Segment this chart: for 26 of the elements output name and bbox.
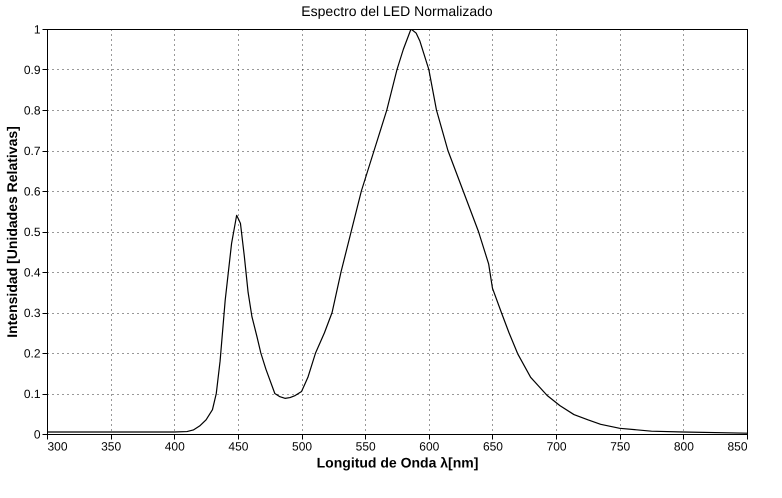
y-tick-label: 0 [34, 428, 41, 442]
y-tick-label: 0.2 [24, 346, 41, 360]
x-tick-label: 300 [48, 440, 68, 454]
y-tick-label: 0.9 [24, 63, 41, 77]
x-tick-label: 400 [164, 440, 186, 454]
x-tick-label: 450 [228, 440, 249, 454]
x-tick-label: 350 [101, 440, 122, 454]
x-tick-label: 600 [419, 440, 440, 454]
x-tick-label: 650 [482, 440, 504, 454]
y-tick-label: 0.4 [24, 266, 41, 280]
x-tick-label: 800 [674, 440, 694, 454]
x-tick-label: 500 [292, 440, 312, 454]
x-tick-label: 750 [610, 440, 631, 454]
x-axis-title: Longitud de Onda λ[nm] [316, 454, 478, 470]
x-tick-label: 850 [727, 440, 748, 454]
y-tick-label: 0.5 [24, 225, 41, 239]
y-tick-label: 0.3 [24, 306, 41, 320]
y-tick-label: 0.8 [24, 104, 41, 118]
y-tick-label: 1 [34, 22, 41, 36]
y-tick-label: 0.1 [24, 387, 41, 401]
x-tick-label: 700 [546, 440, 567, 454]
chart-title: Espectro del LED Normalizado [301, 3, 493, 19]
y-axis-title: Intensidad [Unidades Relativas] [4, 126, 20, 338]
y-tick-label: 0.7 [24, 144, 41, 158]
x-tick-label: 550 [356, 440, 376, 454]
y-tick-label: 0.6 [24, 184, 41, 198]
